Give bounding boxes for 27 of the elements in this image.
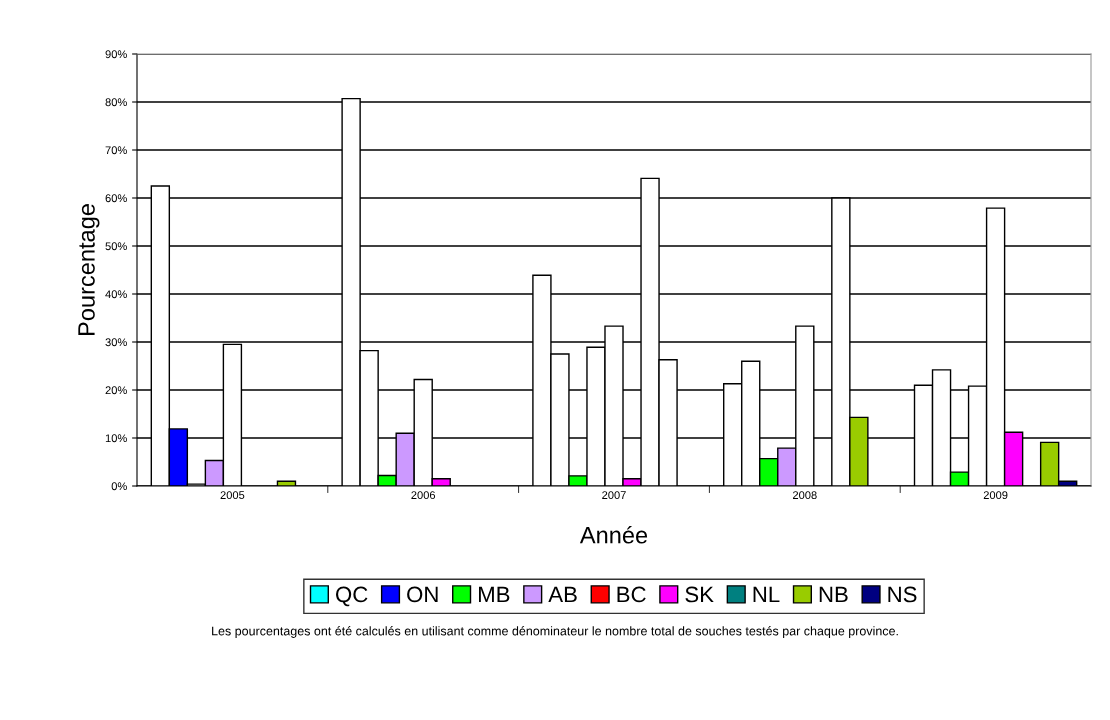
legend-label: MB — [479, 586, 510, 603]
y-tick-label: 20% — [105, 386, 127, 395]
x-tick-label: 2009 — [983, 491, 1008, 500]
y-tick-label: 40% — [105, 290, 127, 299]
x-tick-label: 2007 — [602, 491, 626, 500]
y-tick-label: 80% — [105, 98, 127, 107]
legend-label: NB — [819, 586, 848, 603]
y-tick-label: 60% — [105, 194, 127, 203]
y-tick-label: 30% — [105, 338, 127, 347]
text: Les pourcentages ont été calculés en utilisant comme dénominateur le nombre total de souches testés par chaque province. — [212, 626, 898, 638]
legend-label: ON — [407, 586, 438, 603]
x-axis-title: Année — [579, 525, 648, 544]
legend-label: QC — [336, 586, 368, 607]
legend-label: AB — [548, 586, 577, 603]
legend-label: NL — [753, 586, 780, 603]
legend-label: NS — [888, 586, 917, 603]
legend-label: SK — [685, 586, 714, 603]
y-axis-title: Pourcentage — [78, 204, 100, 336]
legend-label: BC — [617, 586, 646, 603]
y-tick-label: 90% — [105, 50, 127, 59]
x-tick-label: 2005 — [220, 491, 245, 500]
y-tick-label: 70% — [105, 146, 127, 155]
y-tick-label: 10% — [105, 434, 127, 443]
x-tick-label: 2006 — [411, 491, 436, 500]
x-tick-label: 2008 — [793, 491, 817, 500]
y-tick-label: 0% — [111, 482, 127, 491]
y-tick-label: 50% — [105, 242, 127, 251]
